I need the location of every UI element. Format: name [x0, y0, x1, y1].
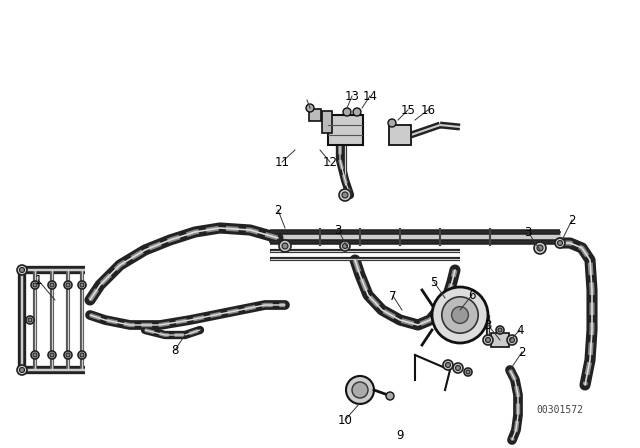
Circle shape: [48, 281, 56, 289]
Circle shape: [464, 368, 472, 376]
Text: 11: 11: [275, 155, 289, 168]
Circle shape: [353, 108, 361, 116]
Circle shape: [555, 238, 565, 248]
Circle shape: [19, 367, 24, 372]
Circle shape: [31, 351, 39, 359]
Bar: [389, 125, 411, 145]
Circle shape: [537, 245, 543, 251]
Circle shape: [31, 281, 39, 289]
Circle shape: [64, 351, 72, 359]
Text: 14: 14: [362, 90, 378, 103]
Circle shape: [534, 242, 546, 254]
Text: 16: 16: [420, 103, 435, 116]
Circle shape: [64, 281, 72, 289]
Text: 8: 8: [172, 344, 179, 357]
Circle shape: [466, 370, 470, 374]
Circle shape: [507, 335, 517, 345]
Circle shape: [443, 360, 453, 370]
Circle shape: [498, 328, 502, 332]
Text: 00301572: 00301572: [536, 405, 584, 415]
Circle shape: [453, 363, 463, 373]
Text: 5: 5: [430, 276, 438, 289]
Circle shape: [66, 283, 70, 287]
Text: 3: 3: [524, 225, 532, 238]
Circle shape: [386, 392, 394, 400]
Circle shape: [388, 119, 396, 127]
Circle shape: [48, 351, 56, 359]
Circle shape: [50, 283, 54, 287]
Circle shape: [509, 337, 515, 343]
Text: 6: 6: [468, 289, 476, 302]
Circle shape: [50, 353, 54, 357]
Text: 1: 1: [35, 273, 42, 287]
Circle shape: [17, 265, 27, 275]
Text: 10: 10: [337, 414, 353, 426]
Circle shape: [452, 306, 468, 323]
Circle shape: [80, 353, 84, 357]
Text: 15: 15: [401, 103, 415, 116]
Circle shape: [442, 297, 478, 333]
Circle shape: [279, 240, 291, 252]
Bar: [491, 333, 509, 347]
Bar: [322, 111, 332, 133]
Circle shape: [33, 283, 37, 287]
Circle shape: [343, 108, 351, 116]
Circle shape: [80, 283, 84, 287]
Text: 7: 7: [389, 289, 397, 302]
Circle shape: [432, 287, 488, 343]
Circle shape: [346, 376, 374, 404]
Bar: [328, 115, 362, 145]
Circle shape: [496, 326, 504, 334]
Circle shape: [342, 192, 348, 198]
Text: 2: 2: [275, 203, 282, 216]
Circle shape: [306, 104, 314, 112]
Text: 12: 12: [323, 155, 337, 168]
Circle shape: [483, 335, 493, 345]
Text: 4: 4: [516, 323, 524, 336]
Circle shape: [78, 281, 86, 289]
Circle shape: [282, 243, 288, 249]
Circle shape: [19, 267, 24, 272]
Circle shape: [342, 244, 348, 249]
Text: 13: 13: [344, 90, 360, 103]
Circle shape: [28, 318, 32, 322]
Circle shape: [339, 189, 351, 201]
Text: 3: 3: [334, 224, 342, 237]
Bar: [309, 109, 321, 121]
Circle shape: [352, 382, 368, 398]
Circle shape: [17, 365, 27, 375]
Circle shape: [445, 362, 451, 367]
Text: 2: 2: [568, 214, 576, 227]
Text: 3: 3: [484, 319, 492, 332]
Circle shape: [557, 241, 563, 246]
Text: 9: 9: [396, 428, 404, 441]
Circle shape: [456, 366, 461, 370]
Circle shape: [486, 337, 490, 343]
Circle shape: [340, 241, 350, 251]
Circle shape: [66, 353, 70, 357]
Circle shape: [26, 316, 34, 324]
Circle shape: [78, 351, 86, 359]
Text: 2: 2: [518, 345, 525, 358]
Circle shape: [33, 353, 37, 357]
